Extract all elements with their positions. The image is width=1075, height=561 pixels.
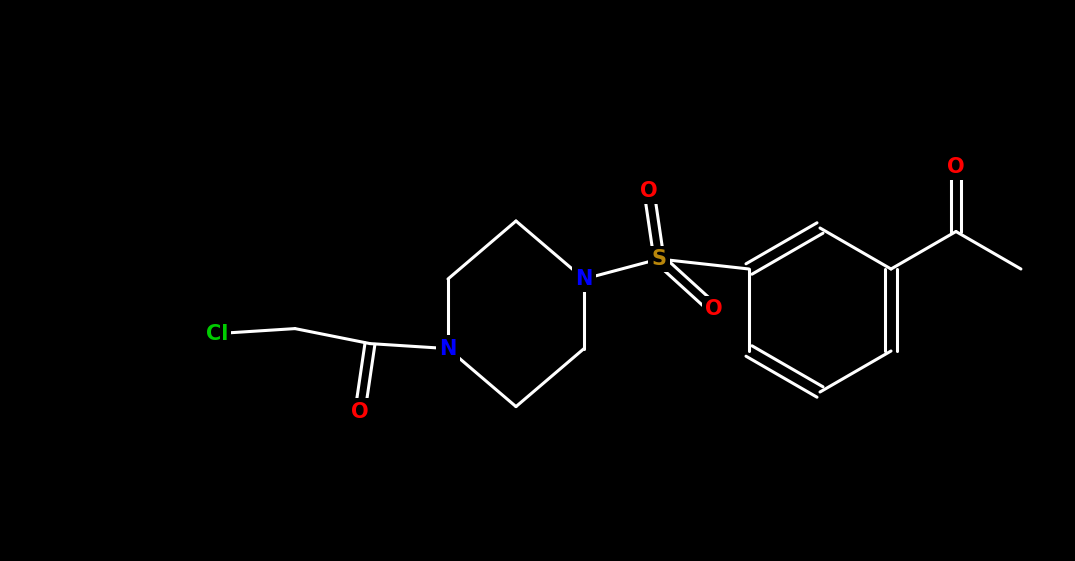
Text: O: O bbox=[947, 157, 964, 177]
Text: N: N bbox=[440, 339, 457, 358]
Text: N: N bbox=[575, 269, 592, 289]
Text: N: N bbox=[575, 269, 592, 289]
Text: Cl: Cl bbox=[205, 324, 228, 343]
Text: S: S bbox=[651, 249, 666, 269]
Text: O: O bbox=[641, 181, 658, 201]
Text: O: O bbox=[705, 299, 722, 319]
Text: O: O bbox=[352, 402, 369, 422]
